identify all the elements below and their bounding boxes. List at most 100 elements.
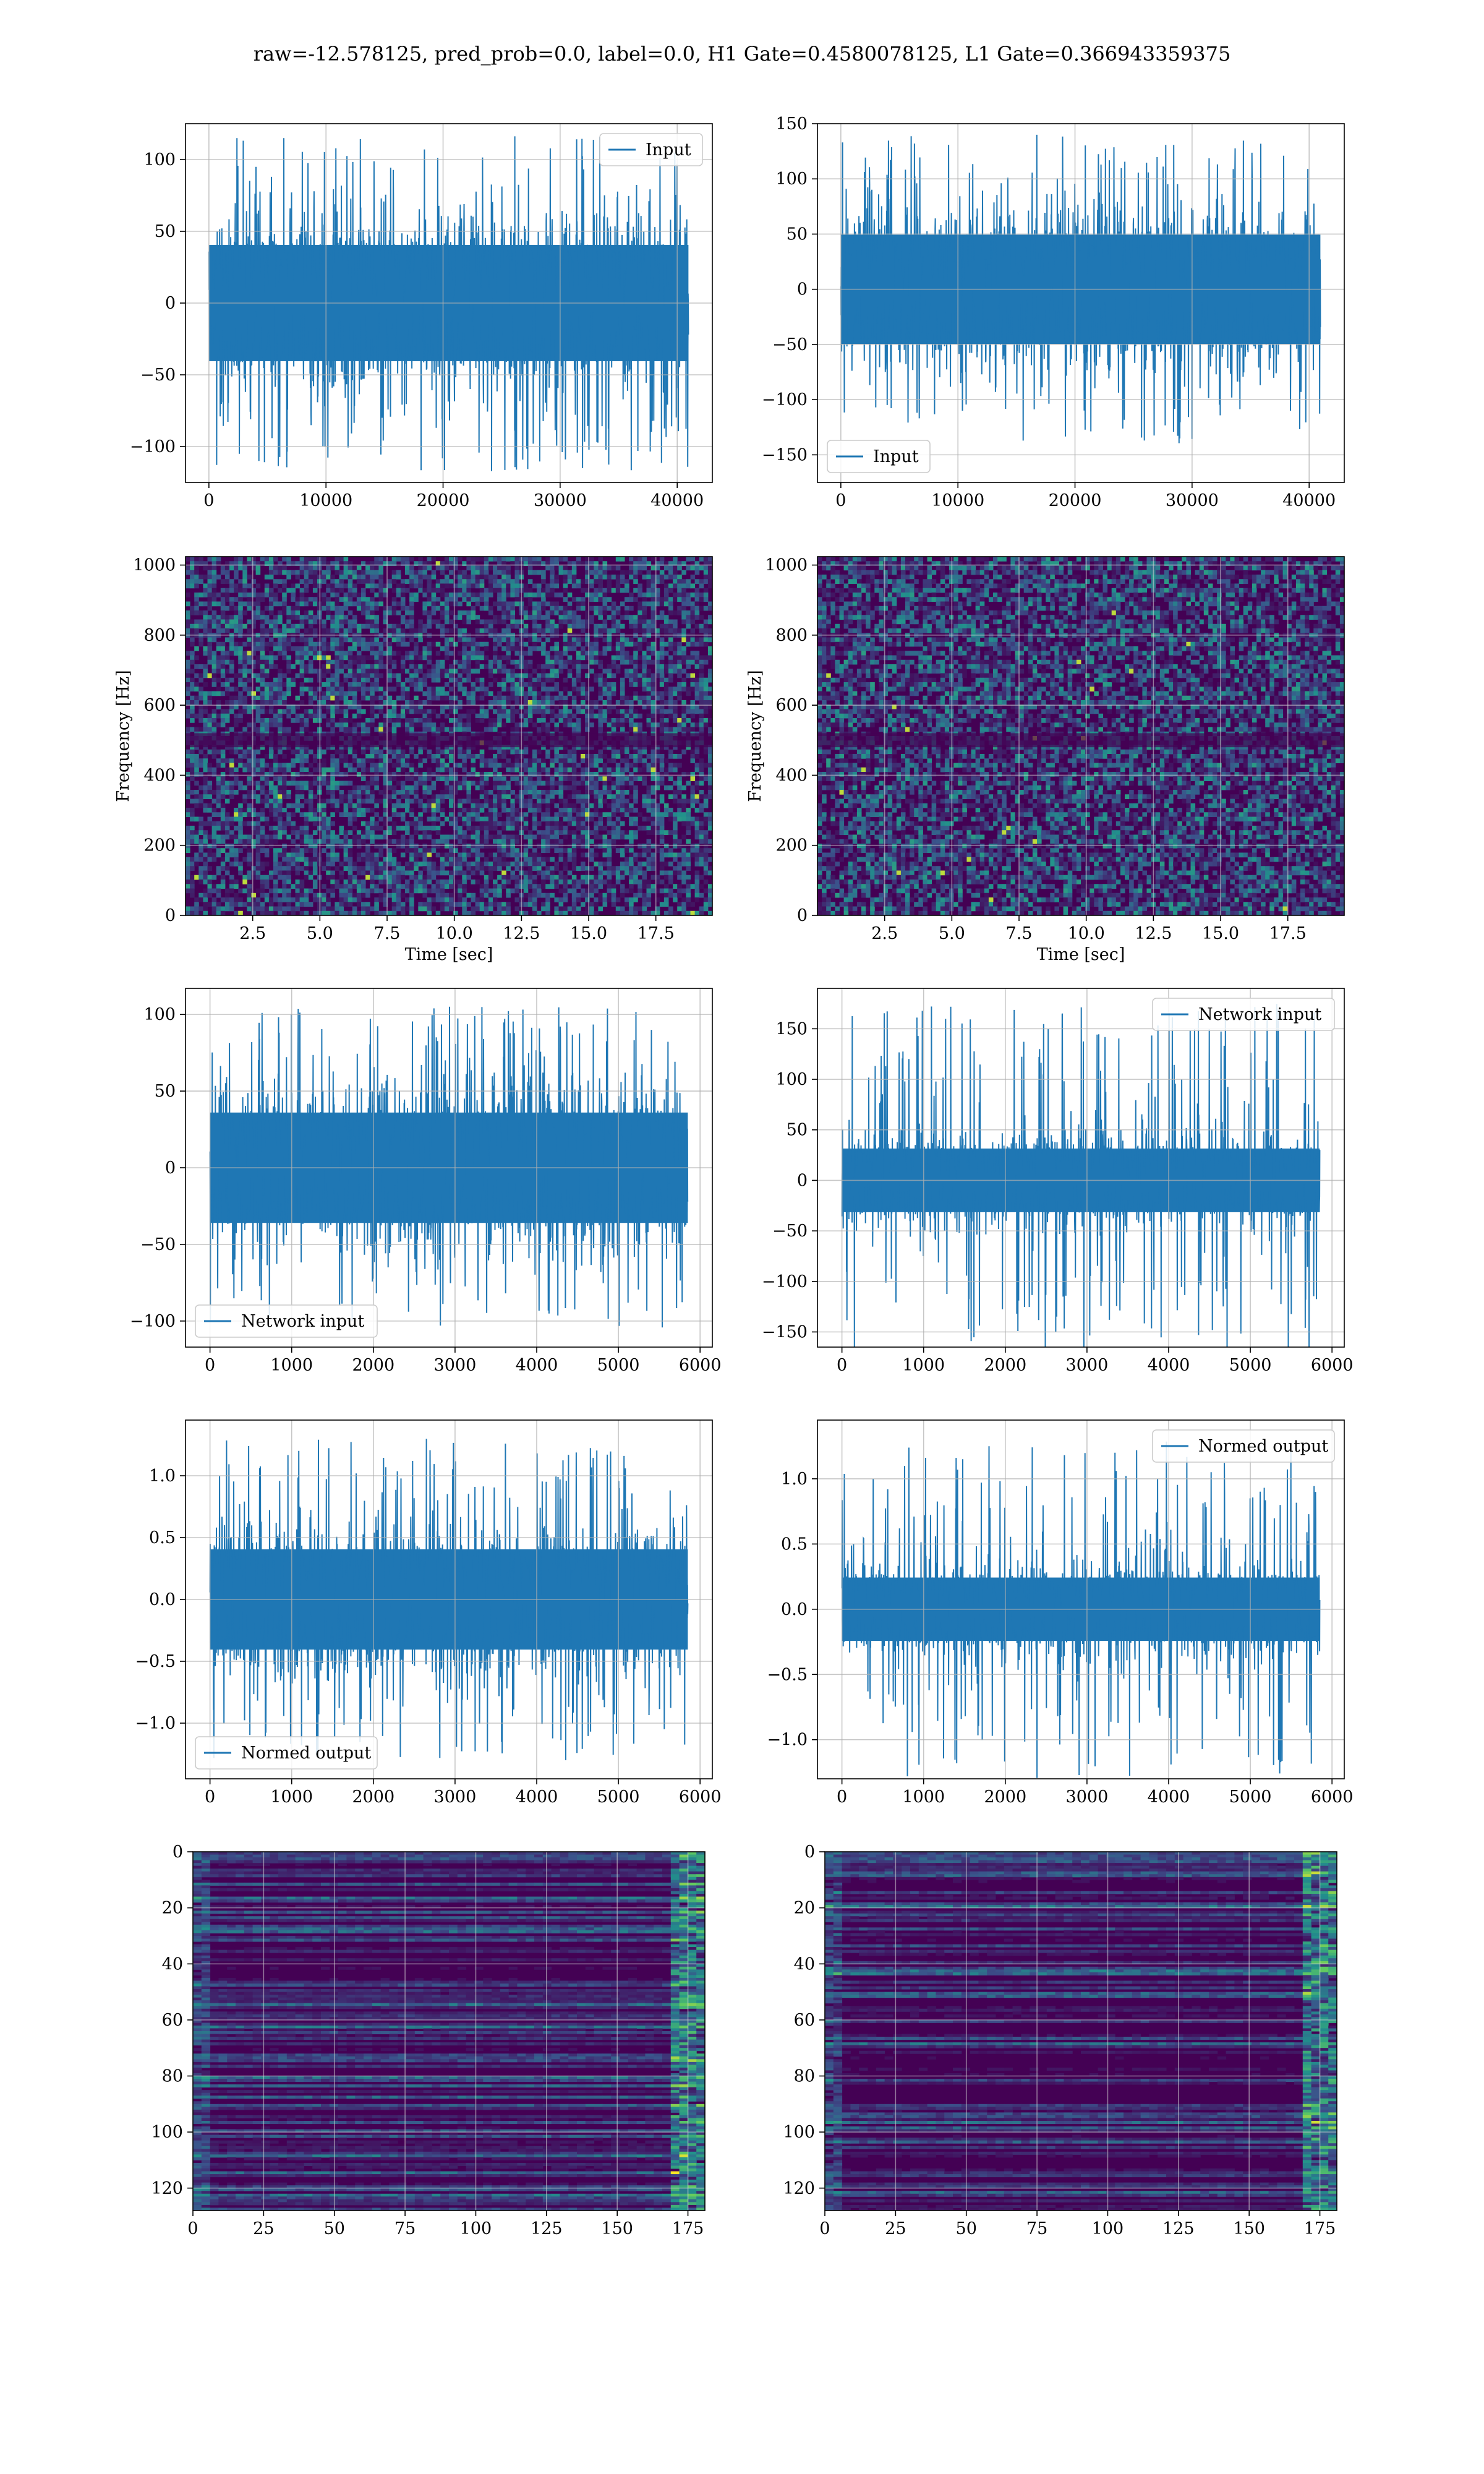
- heatmap-cell: [330, 834, 335, 840]
- heatmap-cell: [220, 691, 226, 696]
- heatmap-cell: [435, 691, 441, 696]
- heatmap-cell: [322, 776, 326, 781]
- heatmap-cell: [466, 826, 471, 831]
- heatmap-cell: [462, 816, 467, 822]
- heatmap-cell: [268, 785, 274, 790]
- heatmap-cell: [378, 583, 383, 589]
- heatmap-cell: [571, 785, 577, 790]
- heatmap-cell: [493, 745, 498, 750]
- heatmap-cell: [220, 785, 226, 790]
- heatmap-cell: [238, 754, 243, 759]
- heatmap-cell: [326, 785, 331, 790]
- heatmap-cell: [268, 691, 274, 696]
- heatmap-cell: [291, 803, 296, 808]
- heatmap-cell: [322, 763, 326, 768]
- heatmap-cell: [339, 695, 344, 701]
- heatmap-cell: [501, 821, 506, 826]
- heatmap-cell: [339, 623, 344, 629]
- heatmap-cell: [255, 700, 261, 705]
- heatmap-cell: [339, 902, 344, 907]
- heatmap-cell: [264, 659, 270, 665]
- heatmap-cell: [497, 821, 502, 826]
- heatmap-cell: [224, 579, 230, 584]
- heatmap-cell: [554, 910, 559, 915]
- heatmap-cell: [234, 673, 239, 678]
- heatmap-cell: [238, 862, 243, 867]
- heatmap-cell: [545, 798, 550, 804]
- heatmap-cell: [501, 745, 506, 750]
- heatmap-cell: [224, 785, 230, 790]
- heatmap-cell: [418, 619, 423, 625]
- heatmap-cell: [299, 830, 305, 835]
- heatmap-cell: [260, 593, 265, 597]
- heatmap-cell: [308, 646, 313, 651]
- heatmap-cell: [537, 601, 542, 607]
- heatmap-cell: [203, 754, 208, 759]
- heatmap-cell: [211, 597, 217, 602]
- heatmap-cell: [207, 691, 213, 696]
- heatmap-cell: [203, 619, 208, 625]
- heatmap-cell: [523, 722, 529, 727]
- heatmap-cell: [497, 794, 502, 799]
- heatmap-cell: [326, 691, 331, 696]
- heatmap-cell: [497, 579, 502, 584]
- heatmap-cell: [541, 798, 546, 804]
- heatmap-cell: [348, 718, 353, 723]
- heatmap-cell: [207, 794, 213, 799]
- heatmap-cell: [484, 655, 489, 661]
- x-tick-label: 20000: [417, 491, 470, 510]
- heatmap-cell: [558, 695, 564, 701]
- heatmap-cell: [335, 646, 339, 651]
- heatmap-cell: [339, 691, 344, 696]
- heatmap-cell: [440, 669, 445, 674]
- heatmap-cell: [501, 575, 506, 580]
- heatmap-cell: [458, 695, 463, 701]
- heatmap-cell: [484, 646, 489, 651]
- heatmap-cell: [326, 857, 331, 862]
- heatmap-cell: [352, 565, 357, 571]
- heatmap-cell: [488, 659, 493, 665]
- heatmap-cell: [224, 646, 230, 651]
- heatmap-cell: [282, 790, 287, 795]
- heatmap-cell: [532, 691, 537, 696]
- heatmap-cell: [514, 888, 520, 894]
- heatmap-cell: [374, 677, 379, 683]
- heatmap-cell: [471, 579, 476, 584]
- heatmap-cell: [378, 695, 383, 701]
- heatmap-cell: [186, 557, 190, 562]
- heatmap-cell: [484, 803, 489, 808]
- heatmap-cell: [453, 866, 458, 871]
- heatmap-cell: [299, 812, 305, 817]
- heatmap-cell: [234, 884, 239, 889]
- heatmap-cell: [550, 677, 555, 683]
- heatmap-cell: [322, 758, 326, 763]
- heatmap-cell: [458, 682, 463, 687]
- heatmap-cell: [527, 597, 533, 602]
- heatmap-cell: [295, 862, 301, 867]
- heatmap-cell: [220, 641, 226, 647]
- heatmap-cell: [563, 880, 568, 884]
- heatmap-cell: [400, 588, 406, 593]
- heatmap-cell: [488, 812, 493, 817]
- heatmap-cell: [224, 570, 230, 575]
- heatmap-cell: [405, 557, 410, 562]
- heatmap-cell: [190, 884, 195, 889]
- heatmap-cell: [422, 875, 427, 880]
- heatmap-cell: [440, 687, 445, 691]
- heatmap-cell: [234, 767, 239, 773]
- heatmap-cell: [273, 646, 278, 651]
- heatmap-cell: [418, 561, 423, 566]
- heatmap-cell: [405, 619, 410, 625]
- heatmap-cell: [308, 772, 313, 777]
- heatmap-cell: [343, 570, 349, 575]
- heatmap-cell: [418, 651, 423, 656]
- heatmap-cell: [224, 727, 230, 732]
- heatmap-cell: [383, 641, 388, 647]
- heatmap-cell: [242, 641, 247, 647]
- heatmap-cell: [251, 623, 257, 629]
- heatmap-cell: [335, 906, 339, 912]
- heatmap-cell: [260, 709, 265, 714]
- heatmap-cell: [484, 575, 489, 580]
- heatmap-cell: [282, 880, 287, 884]
- heatmap-cell: [260, 619, 265, 625]
